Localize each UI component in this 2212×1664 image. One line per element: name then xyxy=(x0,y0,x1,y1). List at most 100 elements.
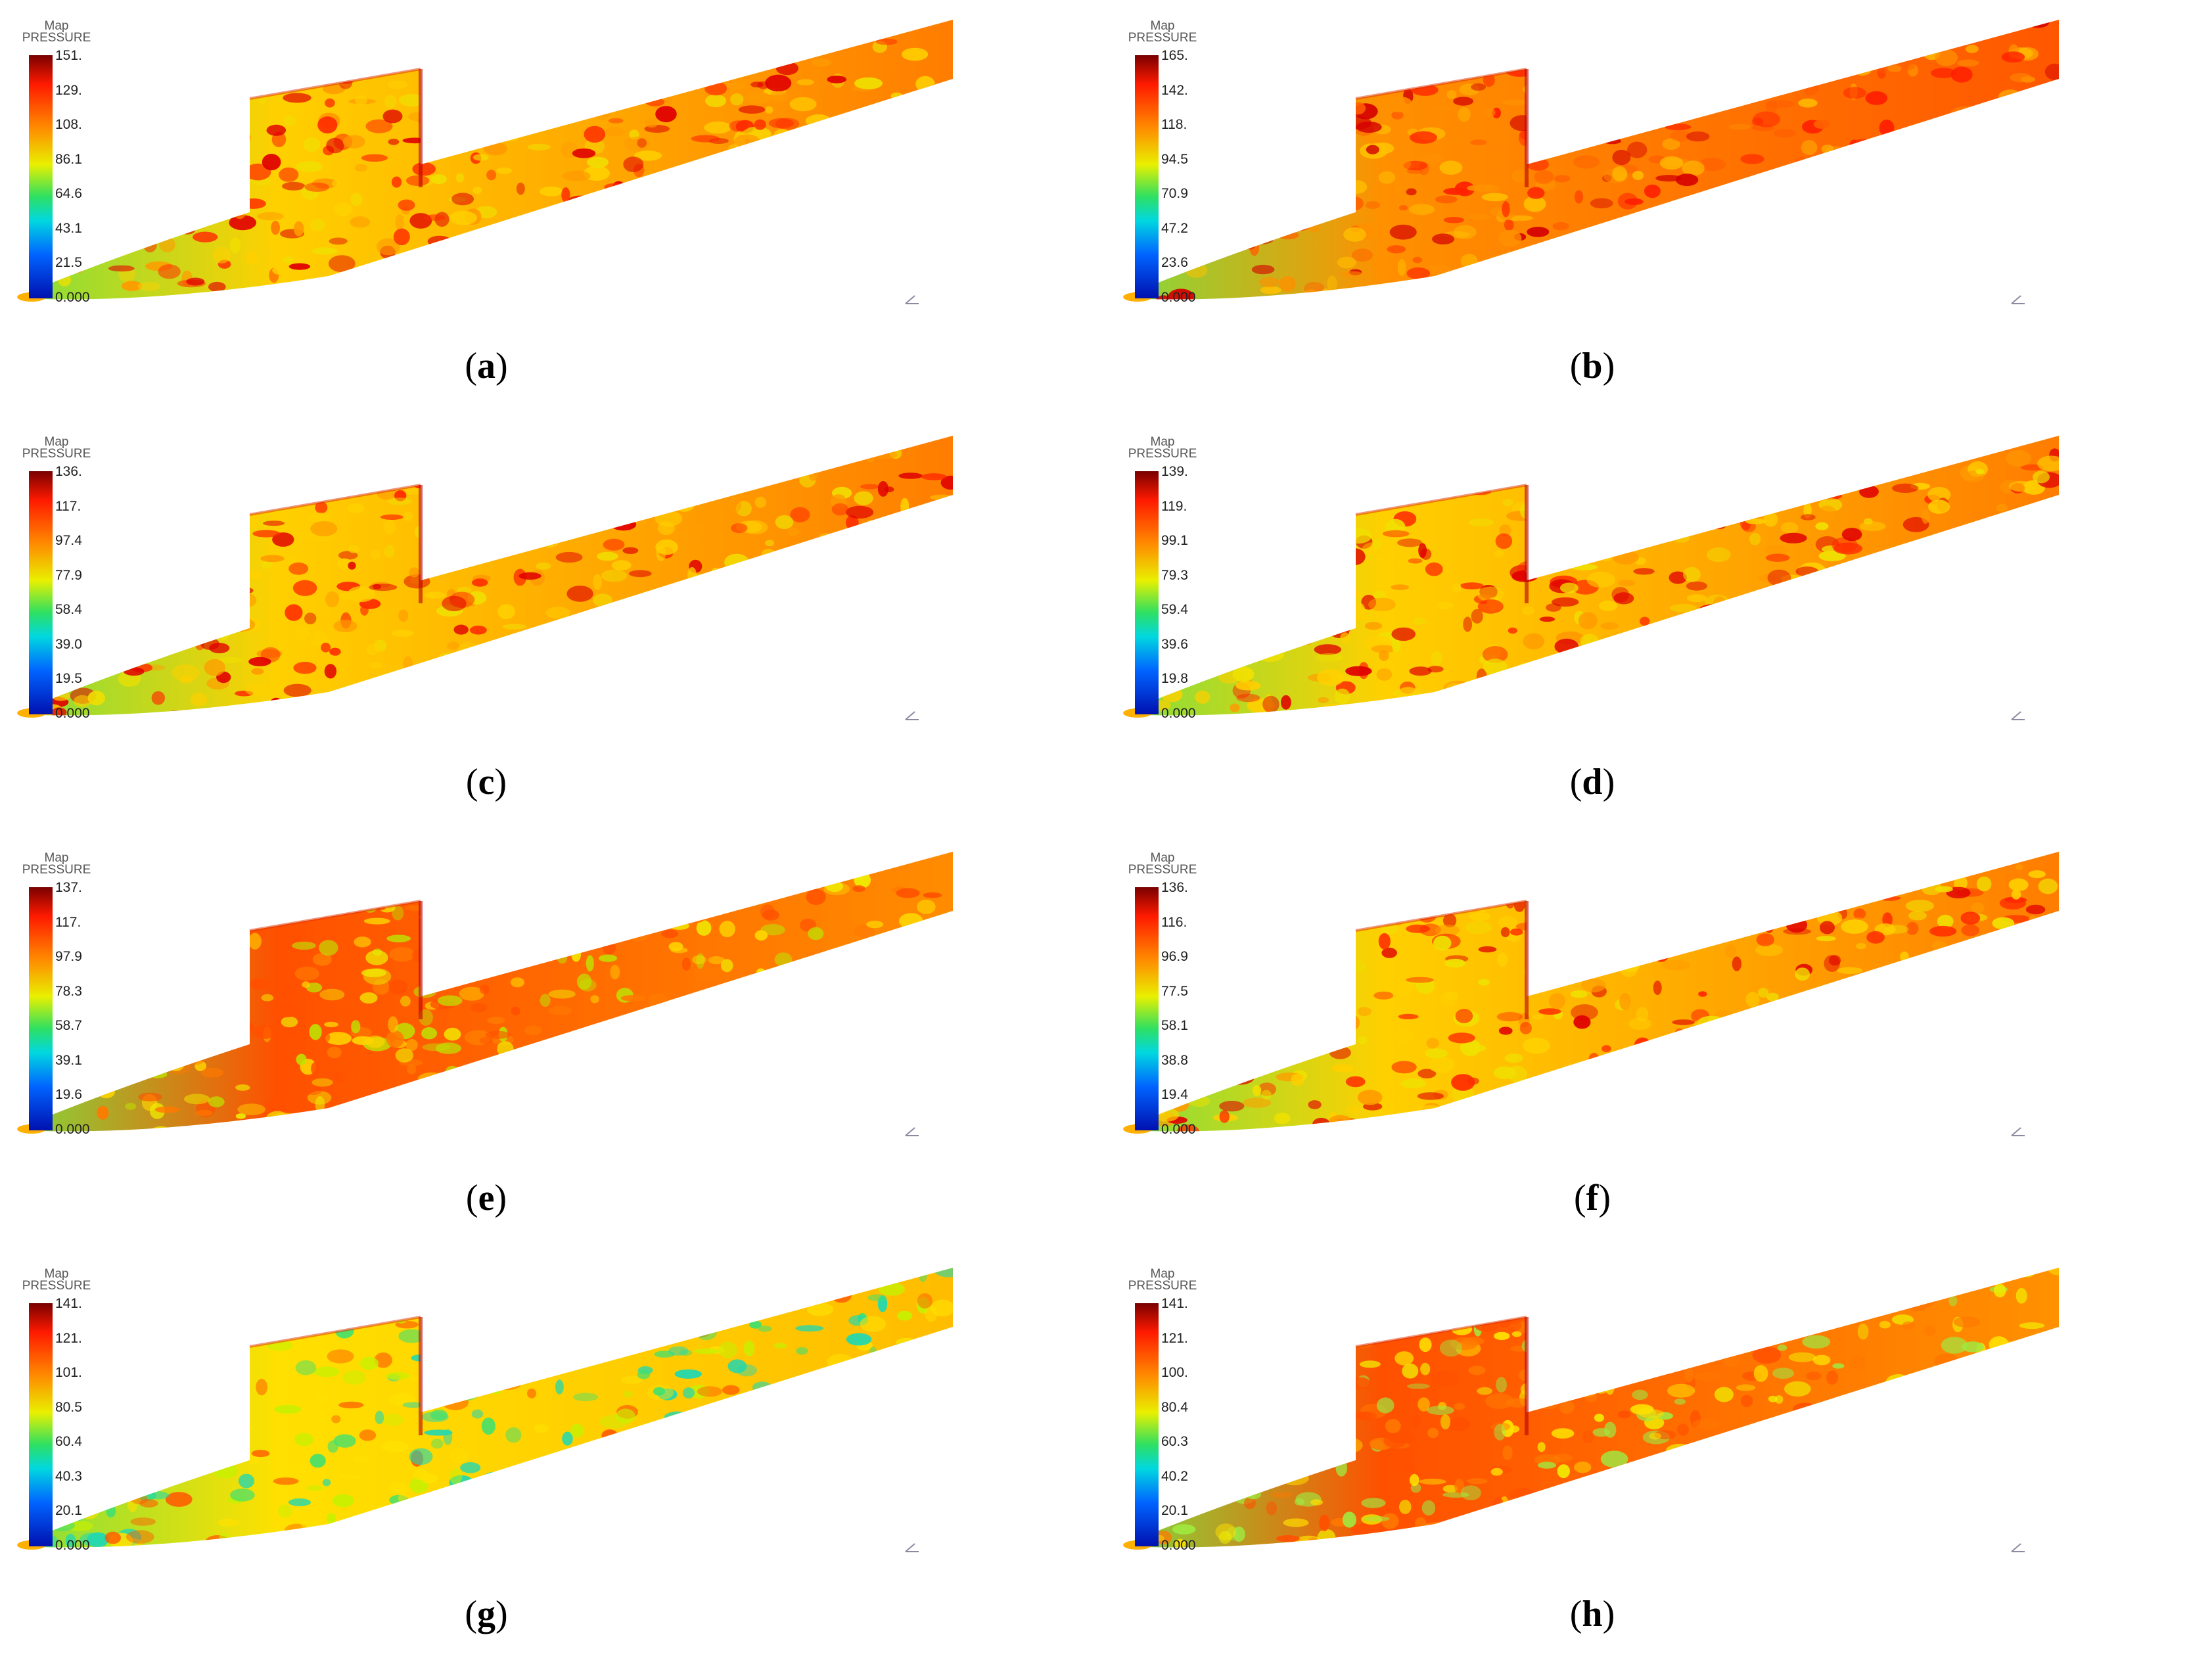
legend-tick: 0.000 xyxy=(55,705,90,721)
legend-tick: 19.8 xyxy=(1161,671,1188,686)
legend-colorbar xyxy=(29,1303,53,1546)
submarine-pressure-map xyxy=(1123,1268,2059,1550)
legend-title: Map xyxy=(1150,435,1175,449)
color-legend: Map PRESSURE 137. 117. 97.9 78.3 58.7 39.1 19.6 0… xyxy=(17,846,135,1136)
legend-tick: 108. xyxy=(55,117,82,132)
submarine-pressure-map xyxy=(1123,20,2059,302)
legend-tick: 70.9 xyxy=(1161,186,1188,201)
legend-variable: PRESSURE xyxy=(22,1279,91,1293)
legend-tick: 94.5 xyxy=(1161,151,1188,167)
submarine-pressure-map xyxy=(17,20,953,302)
color-legend: Map PRESSURE 136. 117. 97.4 77.9 58.4 39.0 19.5 0… xyxy=(17,430,135,720)
legend-tick: 139. xyxy=(1161,464,1188,479)
legend-tick: 38.8 xyxy=(1161,1052,1188,1068)
color-legend: Map PRESSURE 151. 129. 108. 86.1 64.6 43.1 21.5 0… xyxy=(17,14,135,304)
legend-tick: 121. xyxy=(1161,1330,1188,1346)
axes-triad-icon xyxy=(900,1537,927,1559)
color-legend: Map PRESSURE 136. 116. 96.9 77.5 58.1 38.8 19.4 0… xyxy=(1123,846,1241,1136)
legend-tick: 0.000 xyxy=(1161,1537,1196,1553)
legend-tick: 0.000 xyxy=(1161,289,1196,305)
submarine-pressure-map xyxy=(17,436,953,718)
axes-triad-icon xyxy=(900,1121,927,1143)
color-legend: Map PRESSURE 139. 119. 99.1 79.3 59.4 39.6 19.8 0… xyxy=(1123,430,1241,720)
legend-variable: PRESSURE xyxy=(1128,863,1197,877)
legend-tick: 151. xyxy=(55,48,82,63)
legend-colorbar xyxy=(29,887,53,1130)
color-legend: Map PRESSURE 141. 121. 100. 80.4 60.3 40.2 20.1 0… xyxy=(1123,1262,1241,1552)
panel-caption: (d) xyxy=(1569,762,1615,802)
legend-tick: 86.1 xyxy=(55,151,82,167)
legend-tick: 43.1 xyxy=(55,220,82,236)
legend-tick: 20.1 xyxy=(55,1503,82,1518)
color-legend: Map PRESSURE 165. 142. 118. 94.5 70.9 47.2 23.6 0… xyxy=(1123,14,1241,304)
legend-tick: 141. xyxy=(1161,1296,1188,1311)
legend-tick: 80.5 xyxy=(55,1399,82,1415)
panel-caption: (h) xyxy=(1569,1594,1615,1634)
axes-triad-icon xyxy=(2006,705,2033,727)
legend-tick: 47.2 xyxy=(1161,220,1188,236)
legend-variable: PRESSURE xyxy=(22,863,91,877)
panel-a: Map PRESSURE 151. 129. 108. 86.1 64.6 43.1 21.5 0… xyxy=(0,0,1106,416)
legend-tick: 0.000 xyxy=(1161,705,1196,721)
legend-tick: 101. xyxy=(55,1365,82,1380)
legend-tick: 39.0 xyxy=(55,636,82,652)
panel-c: Map PRESSURE 136. 117. 97.4 77.9 58.4 39.0 19.5 0… xyxy=(0,416,1106,832)
legend-tick: 0.000 xyxy=(1161,1121,1196,1137)
legend-tick: 165. xyxy=(1161,48,1188,63)
axes-triad-icon xyxy=(2006,1537,2033,1559)
submarine-pressure-map xyxy=(17,1268,953,1550)
legend-title: Map xyxy=(44,19,69,33)
legend-tick: 40.3 xyxy=(55,1468,82,1484)
legend-tick: 97.9 xyxy=(55,949,82,964)
legend-tick: 116. xyxy=(1161,914,1187,930)
axes-triad-icon xyxy=(900,289,927,311)
legend-title: Map xyxy=(44,851,69,865)
legend-tick: 78.3 xyxy=(55,983,82,999)
legend-tick: 0.000 xyxy=(55,1537,90,1553)
panel-e: Map PRESSURE 137. 117. 97.9 78.3 58.7 39.1 19.6 0… xyxy=(0,832,1106,1248)
legend-title: Map xyxy=(1150,19,1175,33)
legend-tick: 99.1 xyxy=(1161,533,1188,548)
legend-tick: 19.5 xyxy=(55,671,82,686)
legend-tick: 0.000 xyxy=(55,1121,90,1137)
panel-f: Map PRESSURE 136. 116. 96.9 77.5 58.1 38.8 19.4 0… xyxy=(1106,832,2212,1248)
legend-tick: 118. xyxy=(1161,117,1187,132)
legend-tick: 40.2 xyxy=(1161,1468,1188,1484)
legend-tick: 117. xyxy=(55,914,81,930)
legend-tick: 58.4 xyxy=(55,602,82,617)
axes-triad-icon xyxy=(900,705,927,727)
submarine-pressure-map xyxy=(1123,436,2059,718)
legend-title: Map xyxy=(1150,851,1175,865)
panel-caption: (c) xyxy=(465,762,507,802)
legend-tick: 141. xyxy=(55,1296,82,1311)
legend-tick: 60.4 xyxy=(55,1434,82,1449)
legend-tick: 97.4 xyxy=(55,533,82,548)
axes-triad-icon xyxy=(2006,1121,2033,1143)
legend-title: Map xyxy=(44,435,69,449)
legend-title: Map xyxy=(1150,1267,1175,1281)
legend-tick: 80.4 xyxy=(1161,1399,1188,1415)
panel-caption: (f) xyxy=(1574,1178,1611,1218)
legend-tick: 23.6 xyxy=(1161,255,1188,270)
legend-tick: 79.3 xyxy=(1161,567,1188,583)
legend-tick: 136. xyxy=(1161,880,1188,895)
legend-tick: 20.1 xyxy=(1161,1503,1188,1518)
legend-tick: 142. xyxy=(1161,82,1188,98)
legend-tick: 100. xyxy=(1161,1365,1188,1380)
legend-tick: 59.4 xyxy=(1161,602,1188,617)
legend-tick: 64.6 xyxy=(55,186,82,201)
legend-variable: PRESSURE xyxy=(22,31,91,45)
panel-d: Map PRESSURE 139. 119. 99.1 79.3 59.4 39.6 19.8 0… xyxy=(1106,416,2212,832)
legend-colorbar xyxy=(1135,471,1159,714)
legend-variable: PRESSURE xyxy=(22,447,91,461)
legend-tick: 58.7 xyxy=(55,1018,82,1033)
panel-caption: (e) xyxy=(465,1178,507,1218)
legend-tick: 58.1 xyxy=(1161,1018,1188,1033)
legend-tick: 19.4 xyxy=(1161,1087,1188,1102)
legend-tick: 136. xyxy=(55,464,82,479)
panel-b: Map PRESSURE 165. 142. 118. 94.5 70.9 47.2 23.6 0… xyxy=(1106,0,2212,416)
legend-colorbar xyxy=(1135,887,1159,1130)
legend-variable: PRESSURE xyxy=(1128,1279,1197,1293)
legend-tick: 119. xyxy=(1161,498,1187,514)
submarine-pressure-map xyxy=(17,852,953,1134)
